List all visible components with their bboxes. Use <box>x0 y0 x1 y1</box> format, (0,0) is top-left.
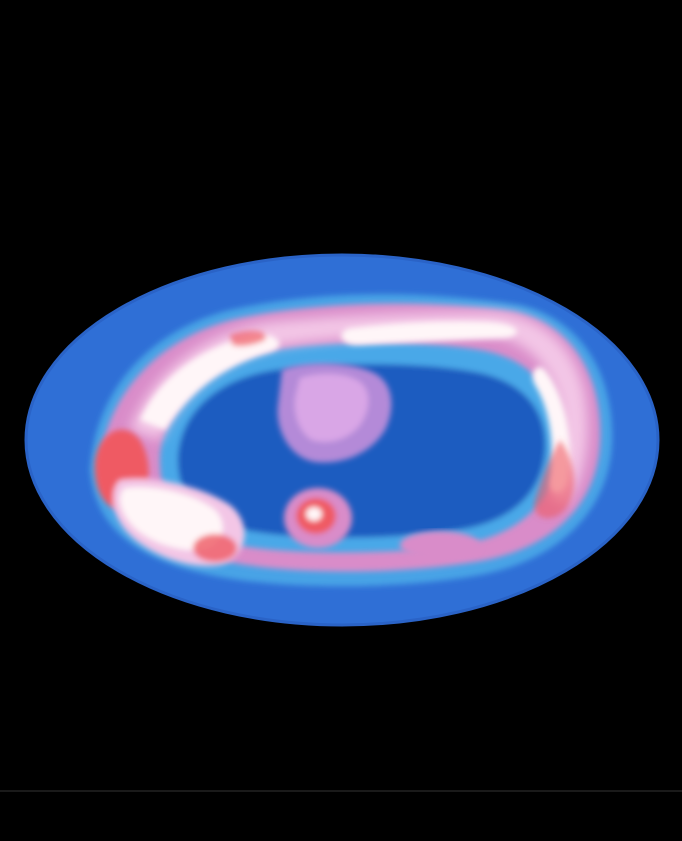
upper-arc-core <box>140 321 571 493</box>
right-edge <box>534 440 575 519</box>
upper-arc <box>130 312 588 505</box>
body-edge <box>24 253 660 627</box>
left-hot-region <box>94 429 245 566</box>
lower-right-patch <box>400 531 480 559</box>
film-edge-line <box>0 790 682 792</box>
center-hotspot <box>284 488 352 548</box>
septum <box>277 363 392 463</box>
